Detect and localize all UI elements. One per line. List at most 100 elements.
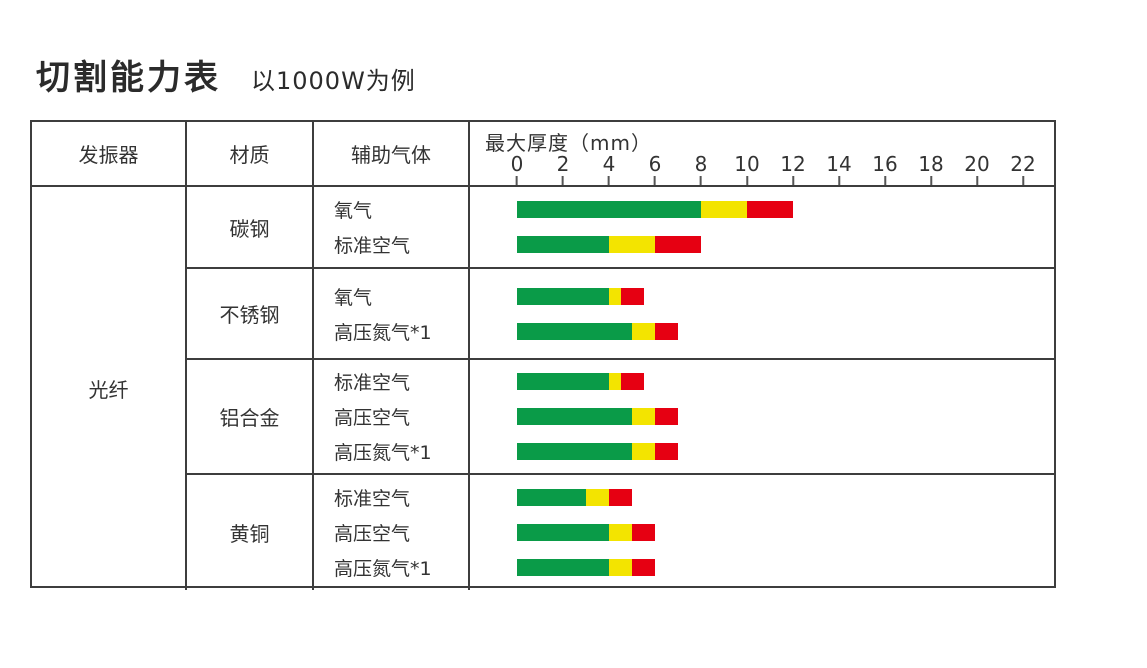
axis-tick-12: 12 bbox=[780, 152, 806, 185]
axis-title: 最大厚度（mm） bbox=[485, 131, 652, 155]
gas-label: 高压氮气*1 bbox=[334, 558, 432, 580]
gas-list-aluminum-alloy: 标准空气 高压空气 高压氮气*1 bbox=[314, 360, 470, 475]
tick-label: 16 bbox=[872, 152, 898, 176]
gas-list-stainless-steel: 氧气 高压氮气*1 bbox=[314, 269, 470, 360]
header-assist-gas: 辅助气体 bbox=[314, 122, 470, 187]
green-segment bbox=[517, 524, 609, 541]
yellow-segment bbox=[632, 408, 655, 425]
tick-label: 0 bbox=[510, 152, 524, 176]
tick-mark bbox=[607, 176, 610, 185]
axis-tick-10: 10 bbox=[734, 152, 760, 185]
material-aluminum-alloy: 铝合金 bbox=[187, 360, 314, 475]
gas-label: 氧气 bbox=[334, 286, 373, 309]
yellow-segment bbox=[609, 236, 655, 253]
green-segment bbox=[517, 408, 632, 425]
header-axis: 最大厚度（mm） 0 2 4 6 8 10 12 14 16 18 20 22 bbox=[470, 122, 1054, 187]
red-segment bbox=[655, 408, 678, 425]
thickness-bar bbox=[517, 236, 701, 253]
yellow-segment bbox=[632, 322, 655, 340]
green-segment bbox=[517, 373, 609, 390]
red-segment bbox=[655, 236, 701, 253]
red-segment bbox=[747, 201, 793, 218]
red-segment bbox=[632, 559, 655, 576]
material-carbon-steel: 碳钢 bbox=[187, 187, 314, 269]
yellow-segment bbox=[632, 443, 655, 460]
tick-mark bbox=[975, 176, 978, 185]
gas-list-brass: 标准空气 高压空气 高压氮气*1 bbox=[314, 475, 470, 590]
yellow-segment bbox=[701, 201, 747, 218]
green-segment bbox=[517, 559, 609, 576]
yellow-segment bbox=[586, 489, 609, 506]
red-segment bbox=[609, 489, 632, 506]
bars-aluminum-alloy bbox=[470, 360, 1054, 475]
tick-label: 6 bbox=[648, 152, 662, 176]
axis-tick-4: 4 bbox=[602, 152, 616, 185]
thickness-bar bbox=[517, 373, 644, 390]
axis-tick-8: 8 bbox=[694, 152, 708, 185]
yellow-segment bbox=[609, 287, 621, 305]
gas-label: 标准空气 bbox=[334, 235, 411, 257]
green-segment bbox=[517, 201, 701, 218]
gas-label: 氧气 bbox=[334, 200, 373, 222]
tick-label: 8 bbox=[694, 152, 708, 176]
thickness-bar bbox=[517, 408, 678, 425]
tick-label: 22 bbox=[1010, 152, 1036, 176]
tick-mark bbox=[929, 176, 932, 185]
tick-mark bbox=[561, 176, 564, 185]
tick-mark bbox=[745, 176, 748, 185]
thickness-bar bbox=[517, 443, 678, 460]
thickness-bar bbox=[517, 322, 678, 340]
axis-tick-14: 14 bbox=[826, 152, 852, 185]
tick-label: 20 bbox=[964, 152, 990, 176]
axis-tick-22: 22 bbox=[1010, 152, 1036, 185]
material-brass: 黄铜 bbox=[187, 475, 314, 590]
axis-ticks: 0 2 4 6 8 10 12 14 16 18 20 22 bbox=[470, 149, 1054, 185]
green-segment bbox=[517, 236, 609, 253]
thickness-bar bbox=[517, 287, 644, 305]
gas-label: 标准空气 bbox=[334, 372, 411, 394]
tick-label: 10 bbox=[734, 152, 760, 176]
tick-mark bbox=[791, 176, 794, 185]
axis-tick-18: 18 bbox=[918, 152, 944, 185]
thickness-bar bbox=[517, 201, 793, 218]
gas-label: 高压氮气*1 bbox=[334, 442, 432, 464]
tick-label: 12 bbox=[780, 152, 806, 176]
bars-brass bbox=[470, 475, 1054, 590]
gas-list-carbon-steel: 氧气 标准空气 bbox=[314, 187, 470, 269]
tick-mark bbox=[699, 176, 702, 185]
tick-mark bbox=[837, 176, 840, 185]
page-title: 切割能力表 bbox=[36, 58, 221, 98]
title-block: 切割能力表 以1000W为例 bbox=[36, 50, 416, 99]
capability-table: 发振器 材质 辅助气体 最大厚度（mm） 0 2 4 6 8 10 12 14 16 18 20 22… bbox=[30, 120, 1056, 590]
tick-label: 4 bbox=[602, 152, 616, 176]
tick-label: 14 bbox=[826, 152, 852, 176]
gas-label: 高压氮气*1 bbox=[334, 321, 432, 344]
thickness-bar bbox=[517, 559, 655, 576]
header-oscillator: 发振器 bbox=[32, 122, 187, 187]
tick-mark bbox=[1021, 176, 1024, 185]
axis-tick-20: 20 bbox=[964, 152, 990, 185]
red-segment bbox=[620, 287, 644, 305]
bars-stainless-steel bbox=[470, 269, 1054, 360]
axis-tick-0: 0 bbox=[510, 152, 524, 185]
yellow-segment bbox=[609, 524, 632, 541]
axis-tick-6: 6 bbox=[648, 152, 662, 185]
yellow-segment bbox=[609, 373, 621, 390]
bars-carbon-steel bbox=[470, 187, 1054, 269]
tick-label: 2 bbox=[556, 152, 570, 176]
tick-label: 18 bbox=[918, 152, 944, 176]
tick-mark bbox=[515, 176, 518, 185]
gas-label: 标准空气 bbox=[334, 488, 411, 510]
oscillator-value: 光纤 bbox=[32, 187, 187, 590]
yellow-segment bbox=[609, 559, 632, 576]
red-segment bbox=[632, 524, 655, 541]
tick-mark bbox=[653, 176, 656, 185]
material-stainless-steel: 不锈钢 bbox=[187, 269, 314, 360]
thickness-bar bbox=[517, 524, 655, 541]
green-segment bbox=[517, 443, 632, 460]
axis-tick-16: 16 bbox=[872, 152, 898, 185]
gas-label: 高压空气 bbox=[334, 523, 411, 545]
red-segment bbox=[655, 322, 678, 340]
page-subtitle: 以1000W为例 bbox=[251, 67, 416, 95]
